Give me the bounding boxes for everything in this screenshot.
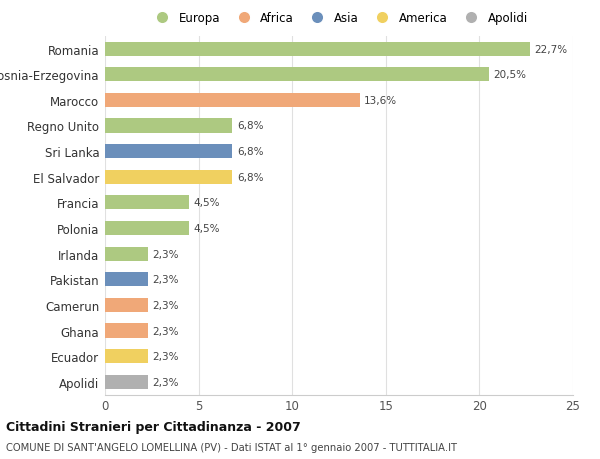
Text: 2,3%: 2,3% [153,377,179,387]
Text: 20,5%: 20,5% [493,70,526,80]
Bar [105,68,489,82]
Bar [105,145,232,159]
Text: 6,8%: 6,8% [237,173,263,182]
Bar [105,273,148,287]
Text: 2,3%: 2,3% [153,274,179,285]
Bar [105,119,232,133]
Text: 6,8%: 6,8% [237,147,263,157]
Text: 22,7%: 22,7% [535,45,568,55]
Text: 2,3%: 2,3% [153,300,179,310]
Text: 6,8%: 6,8% [237,121,263,131]
Text: COMUNE DI SANT'ANGELO LOMELLINA (PV) - Dati ISTAT al 1° gennaio 2007 - TUTTITALI: COMUNE DI SANT'ANGELO LOMELLINA (PV) - D… [6,442,457,452]
Bar [105,94,359,108]
Text: 4,5%: 4,5% [194,198,220,208]
Bar [105,375,148,389]
Legend: Europa, Africa, Asia, America, Apolidi: Europa, Africa, Asia, America, Apolidi [148,10,530,27]
Bar [105,222,189,235]
Bar [105,43,530,56]
Bar [105,170,232,185]
Bar [105,349,148,364]
Bar [105,196,189,210]
Bar [105,324,148,338]
Text: Cittadini Stranieri per Cittadinanza - 2007: Cittadini Stranieri per Cittadinanza - 2… [6,420,301,433]
Bar [105,298,148,312]
Bar [105,247,148,261]
Text: 2,3%: 2,3% [153,352,179,361]
Text: 2,3%: 2,3% [153,249,179,259]
Text: 2,3%: 2,3% [153,326,179,336]
Text: 4,5%: 4,5% [194,224,220,234]
Text: 13,6%: 13,6% [364,95,397,106]
